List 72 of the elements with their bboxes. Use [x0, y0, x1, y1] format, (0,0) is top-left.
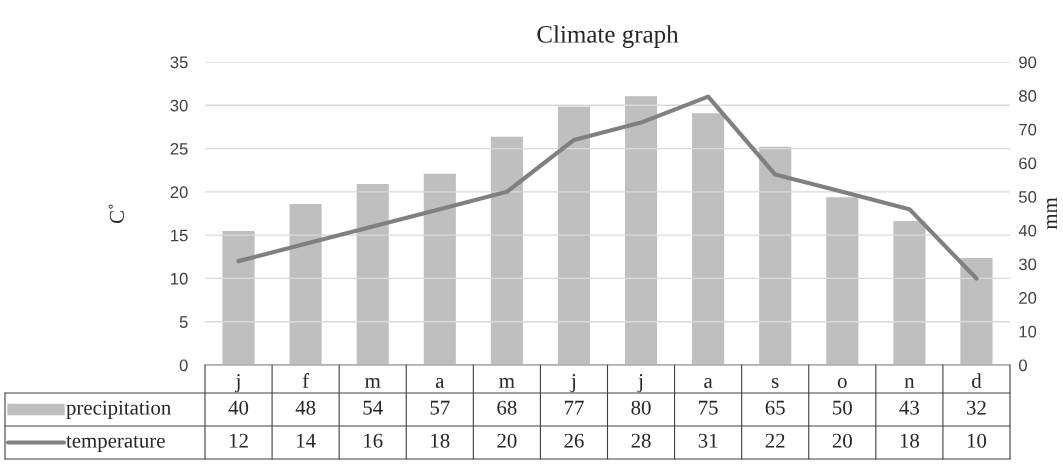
data-label: 31	[698, 433, 718, 448]
x-tick-label: j	[570, 373, 576, 393]
data-label: 75	[699, 400, 718, 415]
x-tick-label: d	[972, 373, 982, 388]
x-tick-label: j	[637, 373, 643, 393]
y-tick-label: 5	[179, 316, 188, 328]
data-label: 43	[899, 400, 919, 415]
y2-axis-title: mm	[1047, 197, 1057, 230]
x-tick-label: j	[235, 373, 240, 393]
y2-tick-label: 70	[1019, 123, 1037, 136]
x-tick-label: a	[704, 378, 713, 388]
x-tick-label: o	[837, 377, 847, 388]
data-label: 16	[364, 433, 383, 448]
bar	[288, 202, 324, 365]
data-label: 57	[430, 400, 450, 415]
bar	[958, 256, 994, 365]
y2-tick-label: 30	[1018, 258, 1037, 271]
data-label: 80	[631, 400, 651, 415]
data-label: 32	[967, 400, 986, 415]
y-tick-label: 35	[170, 56, 188, 69]
data-label: 22	[765, 433, 785, 448]
data-label: 20	[832, 433, 852, 448]
data-label: 14	[297, 433, 316, 448]
data-label: 28	[631, 433, 651, 448]
bar	[355, 182, 391, 365]
data-label: 65	[765, 400, 785, 415]
y2-tick-label: 40	[1018, 224, 1037, 237]
y2-tick-label: 50	[1019, 191, 1037, 203]
y-tick-label: 30	[170, 99, 188, 112]
bar	[891, 219, 927, 365]
x-tick-label: m	[499, 377, 515, 388]
data-label: 54	[363, 400, 383, 415]
data-label: 12	[229, 433, 248, 448]
legend-label: precipitation	[66, 400, 171, 419]
bar	[757, 145, 793, 365]
y2-tick-label: 90	[1019, 56, 1037, 69]
x-tick-label: n	[904, 377, 915, 388]
y2-tick-label: 10	[1019, 325, 1037, 338]
y-axis-title: C˚	[108, 204, 124, 224]
bar	[221, 229, 257, 365]
legend-label: temperature	[66, 435, 165, 452]
y-tick-label: 10	[171, 272, 188, 285]
bar	[824, 195, 860, 365]
x-tick-label: s	[772, 377, 779, 388]
y2-tick-label: 0	[1018, 359, 1027, 372]
data-label: 68	[497, 400, 517, 415]
data-label: 18	[431, 433, 450, 448]
data-label: 10	[967, 433, 987, 448]
y2-tick-label: 60	[1019, 157, 1037, 170]
data-label: 40	[228, 400, 249, 415]
data-label: 20	[497, 433, 517, 448]
bar	[489, 135, 525, 365]
data-label: 18	[900, 433, 919, 448]
x-tick-label: m	[365, 377, 381, 388]
bar	[556, 105, 592, 365]
x-tick-label: a	[435, 378, 445, 388]
bar	[623, 94, 659, 365]
y2-tick-label: 20	[1019, 292, 1037, 304]
y-tick-label: 20	[170, 186, 188, 199]
data-label: 77	[564, 400, 584, 415]
bar	[690, 111, 726, 365]
x-tick-label: f	[302, 373, 310, 388]
chart-title: Climate graph	[537, 25, 679, 48]
y-tick-label: 15	[171, 229, 188, 242]
data-label: 50	[833, 400, 852, 415]
line-series	[236, 94, 979, 281]
y-tick-label: 0	[179, 359, 188, 372]
bar	[422, 172, 458, 365]
data-label: 48	[295, 400, 316, 415]
y2-tick-label: 80	[1019, 90, 1037, 102]
y-tick-label: 25	[170, 142, 188, 155]
data-label: 26	[564, 433, 584, 448]
